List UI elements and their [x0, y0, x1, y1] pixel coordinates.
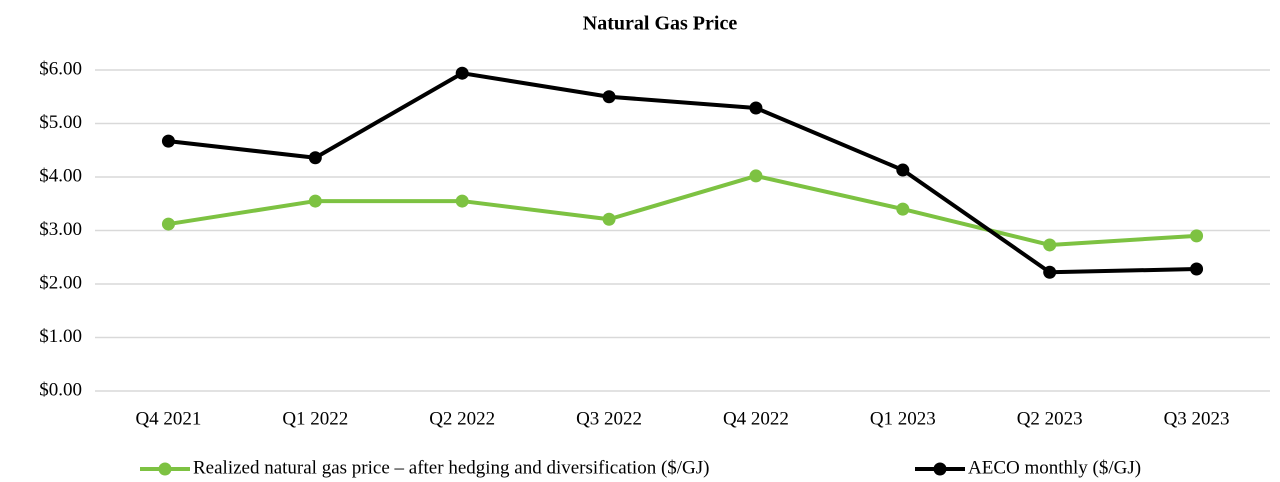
series-line: [168, 71, 1197, 275]
point: [896, 202, 910, 216]
legend-label: Realized natural gas price – after hedgi…: [193, 457, 710, 478]
y-tick-label: $0.00: [39, 379, 82, 400]
point: [455, 66, 469, 80]
legend-marker: [158, 462, 172, 476]
x-tick-label: Q2 2023: [1017, 408, 1083, 429]
point: [1043, 265, 1057, 279]
point: [1043, 238, 1057, 252]
x-tick-label: Q2 2022: [429, 408, 495, 429]
point: [308, 194, 322, 208]
x-tick-label: Q1 2022: [282, 408, 348, 429]
point: [749, 101, 763, 115]
series-line: [168, 173, 1197, 247]
point: [602, 212, 616, 226]
point: [308, 151, 322, 165]
point: [161, 134, 175, 148]
x-tick-label: Q4 2021: [135, 408, 201, 429]
point: [896, 163, 910, 177]
y-tick-label: $3.00: [39, 219, 82, 240]
x-tick-label: Q4 2022: [723, 408, 789, 429]
point: [602, 90, 616, 104]
legend-label: AECO monthly ($/GJ): [968, 457, 1141, 478]
y-tick-label: $4.00: [39, 165, 82, 186]
y-tick-label: $1.00: [39, 326, 82, 347]
point: [455, 194, 469, 208]
y-tick-label: $5.00: [39, 112, 82, 133]
y-tick-label: $6.00: [39, 58, 82, 79]
x-tick-label: Q3 2023: [1164, 408, 1230, 429]
point: [1190, 262, 1204, 276]
chart-title: Natural Gas Price: [583, 13, 738, 35]
legend-marker: [933, 462, 947, 476]
point: [1190, 229, 1204, 243]
point: [161, 217, 175, 231]
x-tick-label: Q3 2022: [576, 408, 642, 429]
x-tick-label: Q1 2023: [870, 408, 936, 429]
point: [749, 169, 763, 183]
y-tick-label: $2.00: [39, 272, 82, 293]
